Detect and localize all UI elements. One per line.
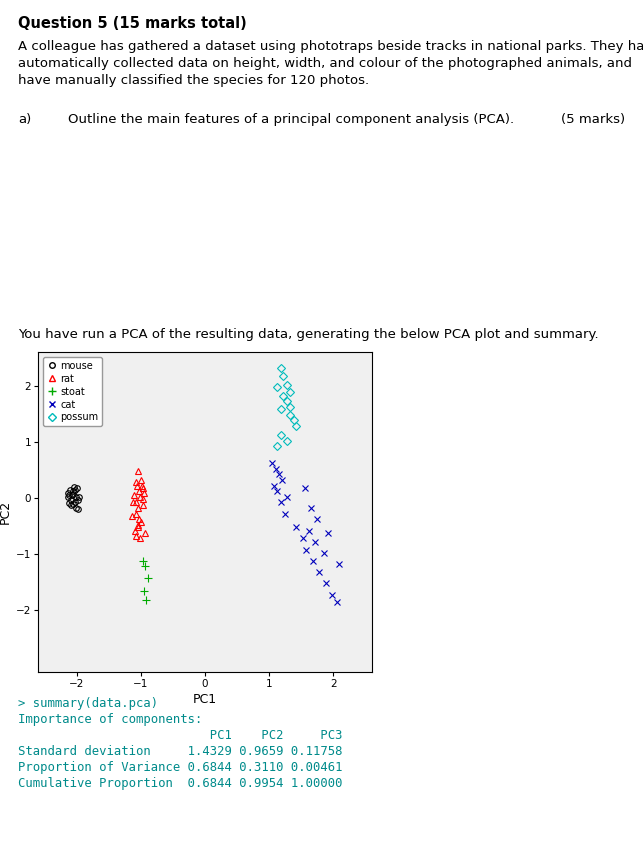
Text: (5 marks): (5 marks) <box>561 113 625 126</box>
Text: > summary(data.pca): > summary(data.pca) <box>18 697 158 710</box>
Text: Outline the main features of a principal component analysis (PCA).: Outline the main features of a principal… <box>68 113 514 126</box>
Text: You have run a PCA of the resulting data, generating the below PCA plot and summ: You have run a PCA of the resulting data… <box>18 328 599 341</box>
Legend: mouse, rat, stoat, cat, possum: mouse, rat, stoat, cat, possum <box>43 357 102 427</box>
Y-axis label: PC2: PC2 <box>0 500 12 524</box>
X-axis label: PC1: PC1 <box>193 693 217 706</box>
Text: a): a) <box>18 113 32 126</box>
Text: Cumulative Proportion  0.6844 0.9954 1.00000: Cumulative Proportion 0.6844 0.9954 1.00… <box>18 777 343 790</box>
Text: Proportion of Variance 0.6844 0.3110 0.00461: Proportion of Variance 0.6844 0.3110 0.0… <box>18 761 343 774</box>
Text: Question 5 (15 marks total): Question 5 (15 marks total) <box>18 16 247 31</box>
Text: PC1    PC2     PC3: PC1 PC2 PC3 <box>18 729 343 742</box>
Text: Importance of components:: Importance of components: <box>18 713 203 726</box>
Text: Standard deviation     1.4329 0.9659 0.11758: Standard deviation 1.4329 0.9659 0.11758 <box>18 745 343 758</box>
Text: A colleague has gathered a dataset using phototraps beside tracks in national pa: A colleague has gathered a dataset using… <box>18 40 643 87</box>
